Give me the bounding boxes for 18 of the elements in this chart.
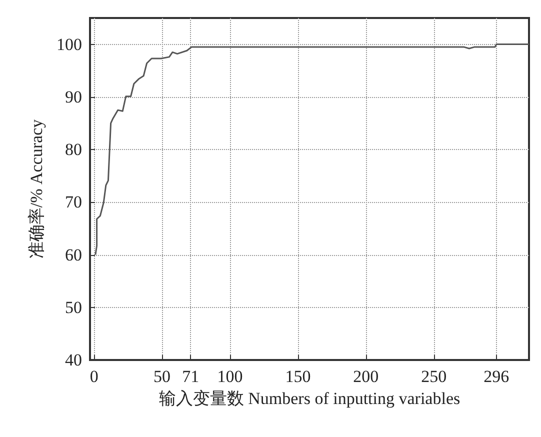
x-tick-label: 150 bbox=[285, 367, 311, 386]
x-tick-label: 0 bbox=[90, 367, 98, 386]
y-tick-label: 80 bbox=[65, 140, 82, 160]
x-tick-label: 250 bbox=[421, 367, 447, 386]
x-tick-label: 100 bbox=[217, 367, 243, 386]
y-tick-label: 70 bbox=[65, 192, 82, 212]
y-tick-label: 60 bbox=[65, 245, 82, 264]
x-tick-label: 71 bbox=[182, 367, 200, 386]
x-tick-label: 296 bbox=[484, 367, 510, 386]
y-tick-label: 100 bbox=[56, 34, 82, 54]
x-tick-label: 200 bbox=[353, 367, 379, 386]
y-axis-title: 准确率/% Accuracy bbox=[27, 118, 46, 259]
line-series bbox=[94, 44, 530, 256]
y-tick-label: 50 bbox=[65, 298, 82, 317]
x-axis-title: 输入变量数 Numbers of inputting variables bbox=[158, 389, 460, 408]
x-tick-label: 50 bbox=[154, 367, 171, 386]
y-tick-label: 90 bbox=[65, 87, 82, 106]
y-tick-label: 40 bbox=[65, 350, 82, 370]
